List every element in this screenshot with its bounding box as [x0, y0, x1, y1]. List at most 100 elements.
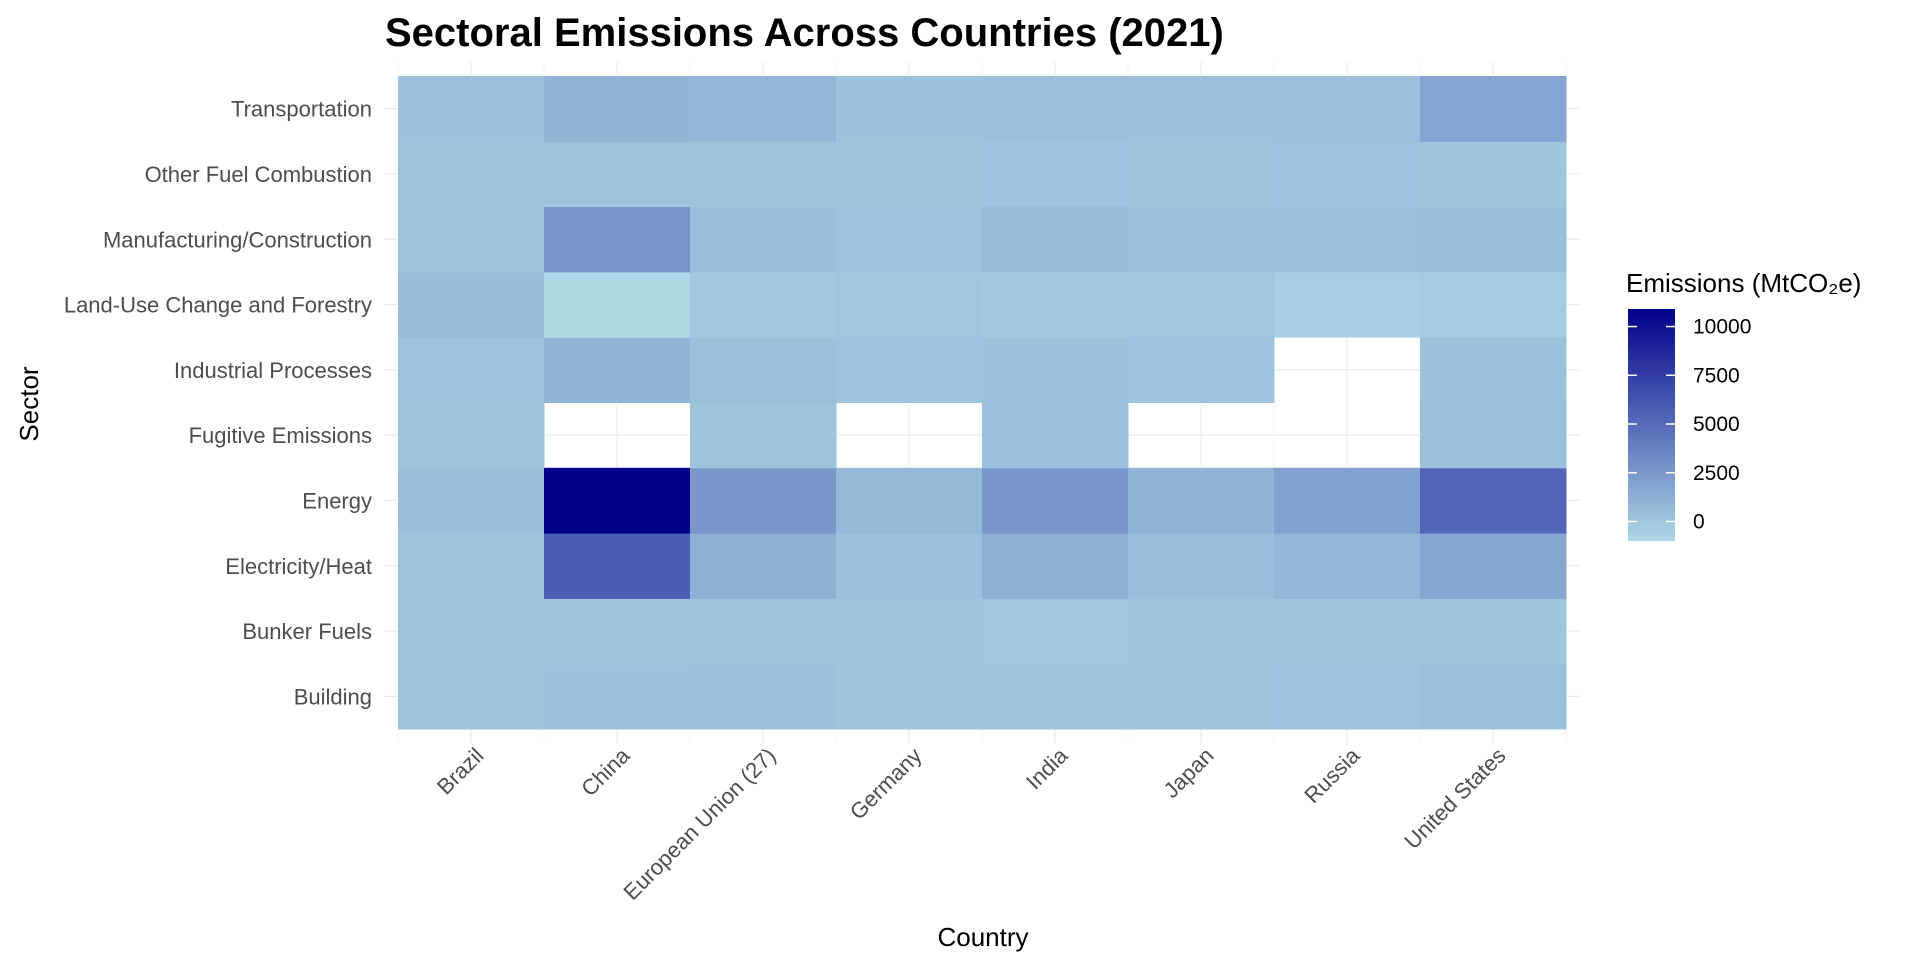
heatmap-cell	[1420, 141, 1567, 208]
heatmap-cell	[836, 141, 983, 208]
heatmap-cell	[982, 141, 1129, 208]
heatmap-cell	[982, 76, 1129, 142]
legend-title: Emissions (MtCO₂e)	[1626, 268, 1861, 298]
heatmap-cell	[1274, 206, 1421, 273]
heatmap-cell	[1420, 402, 1567, 469]
heatmap-cell	[544, 271, 691, 338]
y-tick-label: Other Fuel Combustion	[145, 162, 372, 187]
heatmap-cell	[398, 337, 545, 403]
heatmap-cell	[1274, 663, 1421, 730]
y-tick-label: Fugitive Emissions	[189, 423, 372, 448]
heatmap-cell	[836, 533, 983, 599]
heatmap-cell	[690, 271, 837, 338]
heatmap-cell	[398, 533, 545, 599]
heatmap-cell	[690, 141, 837, 208]
heatmap-cell	[982, 337, 1129, 403]
heatmap-cell	[1128, 663, 1275, 730]
legend-break-label: 7500	[1693, 364, 1740, 387]
y-tick-labels: Building Bunker Fuels Electricity/Heat Ener…	[64, 97, 372, 710]
heatmap-cell	[544, 206, 691, 273]
y-tick-label: Manufacturing/Construction	[103, 227, 372, 252]
heatmap-cell	[1274, 271, 1421, 338]
heatmap-cell	[1420, 598, 1567, 665]
heatmap-cell	[398, 467, 545, 534]
heatmap-cell	[1128, 206, 1275, 273]
heatmap-cell	[982, 663, 1129, 730]
x-tick-label: Brazil	[432, 743, 489, 800]
heatmap-cell	[690, 598, 837, 665]
heatmap-cell	[398, 76, 545, 142]
legend-break-label: 5000	[1693, 413, 1740, 436]
x-tick-label: Russia	[1299, 742, 1365, 808]
heatmap-cell	[398, 402, 545, 469]
heatmap-cell	[836, 76, 983, 142]
heatmap-cell	[1420, 663, 1567, 730]
heatmap-cell	[1420, 467, 1567, 534]
heatmap-cell	[1128, 271, 1275, 338]
heatmap-cell	[982, 533, 1129, 599]
heatmap-cell	[1274, 598, 1421, 665]
heatmap-cell	[982, 598, 1129, 665]
heatmap-cell	[398, 663, 545, 730]
y-tick-label: Industrial Processes	[174, 358, 372, 383]
heatmap-cell	[836, 337, 983, 403]
y-tick-label: Bunker Fuels	[242, 619, 372, 644]
chart-title: Sectoral Emissions Across Countries (202…	[385, 11, 1224, 55]
y-axis-title: Sector	[14, 366, 44, 441]
heatmap-cell	[544, 337, 691, 403]
heatmap-cell	[1420, 337, 1567, 403]
heatmap-cell	[836, 271, 983, 338]
x-axis-title: Country	[937, 922, 1028, 952]
heatmap-cell	[690, 467, 837, 534]
heatmap-cell	[836, 598, 983, 665]
heatmap-cell	[1128, 337, 1275, 403]
heatmap-cell	[544, 76, 691, 142]
heatmap-cell	[1420, 271, 1567, 338]
heatmap-cell	[982, 467, 1129, 534]
heatmap-cell	[398, 206, 545, 273]
heatmap-cell	[1128, 467, 1275, 534]
heatmap-cell	[1274, 76, 1421, 142]
x-tick-label: United States	[1399, 743, 1510, 854]
x-tick-label: European Union (27)	[618, 743, 780, 905]
heatmap-cell	[1274, 141, 1421, 208]
x-tick-label: India	[1021, 742, 1073, 794]
y-tick-label: Energy	[302, 488, 372, 513]
heatmap-cell	[1274, 533, 1421, 599]
heatmap-cell	[1128, 141, 1275, 208]
heatmap-cell	[836, 663, 983, 730]
heatmap-tiles	[398, 76, 1567, 730]
heatmap-cell	[398, 141, 545, 208]
heatmap-cell	[982, 271, 1129, 338]
heatmap-cell	[398, 598, 545, 665]
heatmap-cell	[690, 76, 837, 142]
heatmap-cell	[690, 337, 837, 403]
heatmap-cell	[544, 663, 691, 730]
heatmap-cell	[544, 141, 691, 208]
heatmap-cell	[544, 533, 691, 599]
x-tick-label: Germany	[845, 743, 927, 825]
heatmap-cell	[690, 533, 837, 599]
x-tick-label: Japan	[1158, 743, 1218, 803]
heatmap-cell	[544, 598, 691, 665]
legend-break-label: 0	[1693, 511, 1705, 534]
legend-break-label: 2500	[1693, 462, 1740, 485]
y-tick-label: Electricity/Heat	[225, 554, 372, 579]
heatmap-cell	[544, 467, 691, 534]
heatmap-cell	[1420, 206, 1567, 273]
heatmap-cell	[1420, 76, 1567, 142]
heatmap-cell	[1128, 76, 1275, 142]
heatmap-cell	[982, 206, 1129, 273]
y-tick-label: Building	[294, 684, 372, 709]
heatmap-cell	[836, 467, 983, 534]
y-tick-label: Transportation	[231, 97, 372, 122]
heatmap-cell	[982, 402, 1129, 469]
x-tick-label: China	[576, 742, 635, 801]
heatmap-cell	[1420, 533, 1567, 599]
heatmap-cell	[690, 663, 837, 730]
heatmap-cell	[1128, 598, 1275, 665]
heatmap-cell	[1128, 533, 1275, 599]
legend-colorbar	[1628, 309, 1675, 541]
